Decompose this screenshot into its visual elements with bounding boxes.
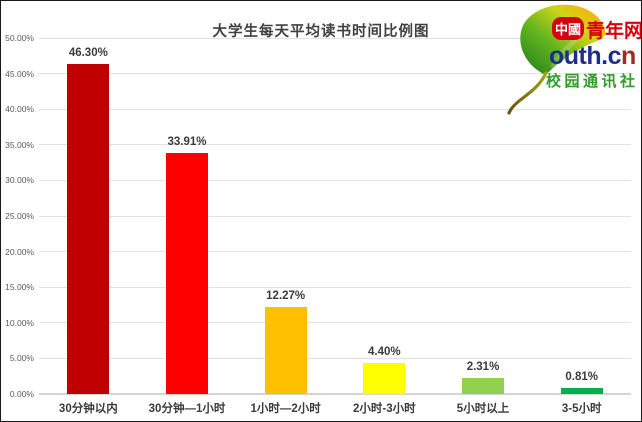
x-tick-label-4: 2小时-3小时 (353, 403, 416, 415)
y-tick-label: 30.00% (5, 175, 34, 186)
x-tick-label-3: 1小时—2小时 (250, 403, 321, 415)
gridline (39, 286, 631, 288)
value-label-1: 46.30% (68, 47, 108, 60)
y-tick-label: 20.00% (5, 246, 34, 257)
brand-cn-text: 青年网 (586, 19, 641, 42)
youth-cn-logo: 中國 青年网 outh.cn 校园通讯社 (507, 4, 641, 115)
value-label-4: 4.40% (368, 345, 401, 358)
chart-title: 大学生每天平均读书时间比例图 (212, 24, 430, 40)
y-tick-label: 0.00% (9, 389, 34, 399)
badge-background (552, 17, 584, 40)
y-tick-label: 25.00% (5, 211, 34, 221)
value-label-5: 2.31% (466, 360, 500, 373)
gridline (39, 215, 631, 217)
gridline (39, 251, 631, 253)
bar-2 (166, 152, 208, 394)
brand-en-red: n (621, 42, 636, 70)
gridline (39, 179, 631, 181)
value-label-2: 33.91% (167, 135, 207, 148)
x-tick-label-1: 30分钟以内 (58, 403, 118, 415)
x-tick-label-2: 30分钟—1小时 (148, 403, 226, 415)
gridline (39, 322, 631, 324)
badge-text: 中國 (555, 22, 581, 37)
subtitle-text: 校园通讯社 (546, 72, 639, 90)
gridline (39, 37, 631, 39)
value-label-3: 12.27% (266, 289, 306, 302)
brand-en-blue: outh.c (549, 42, 622, 70)
x-tick-label-5: 5小时以上 (456, 403, 510, 415)
gridline (39, 73, 631, 75)
gridline (39, 108, 631, 110)
gridline (39, 393, 631, 395)
gridline (39, 144, 631, 146)
bar-3 (264, 306, 307, 394)
x-tick-label-6: 3-5小时 (561, 403, 602, 415)
bar-4 (363, 362, 406, 394)
y-tick-label: 35.00% (5, 139, 34, 150)
gridline (39, 357, 631, 359)
y-tick-label: 5.00% (9, 353, 34, 364)
y-tick-label: 40.00% (5, 104, 34, 115)
zhongguo-badge: 中國 (552, 17, 584, 40)
bar-5 (462, 377, 504, 394)
y-tick-label: 45.00% (5, 68, 34, 79)
value-label-6: 0.81% (565, 371, 598, 384)
bar-6 (560, 388, 603, 394)
y-tick-label: 15.00% (5, 282, 34, 293)
bar-1 (67, 64, 110, 394)
brand-en-text: outh.cn (549, 42, 636, 70)
y-tick-label: 50.00% (5, 33, 34, 43)
y-tick-label: 10.00% (5, 317, 34, 328)
